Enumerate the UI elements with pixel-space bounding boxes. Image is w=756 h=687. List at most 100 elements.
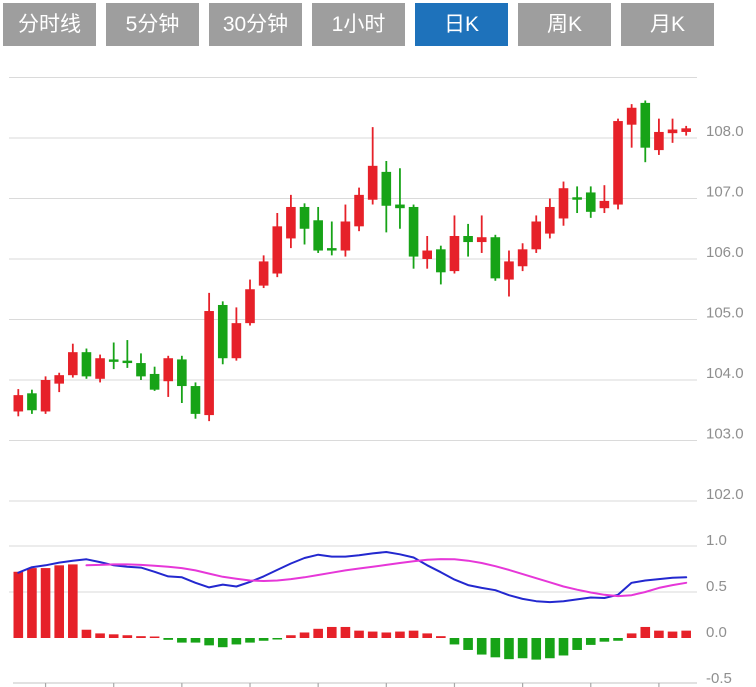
candle-body [163, 358, 174, 382]
timeframe-tabbar: 分时线 5分钟 30分钟 1小时 日K 周K 月K [3, 3, 714, 46]
macd-gridlines [9, 545, 697, 593]
tab-5min[interactable]: 5分钟 [106, 3, 199, 46]
macd-bar [463, 638, 473, 650]
macd-bar [626, 633, 637, 638]
macd-bar [272, 638, 283, 640]
macd-bar [54, 565, 64, 638]
price-tick-label: 104.0 [706, 365, 744, 382]
macd-bar [231, 638, 242, 645]
macd-bar [163, 638, 174, 640]
price-axis-labels: 108.0 107.0 106.0 105.0 104.0 103.0 102.0 [706, 123, 744, 503]
candle-body [95, 358, 105, 379]
candle-body [122, 360, 133, 364]
candle-body [640, 102, 651, 148]
candle-body [326, 248, 337, 251]
candle-body [681, 128, 691, 132]
candle-body [490, 237, 501, 279]
candle-body [599, 200, 610, 209]
candle-body [204, 311, 214, 416]
candle-body [354, 194, 364, 227]
candle-body [68, 352, 78, 376]
macd-bar [422, 633, 432, 638]
candle-body [395, 204, 405, 209]
dif-line [17, 551, 688, 604]
macd-bar [681, 630, 691, 638]
macd-tick-label: 0.5 [706, 578, 727, 595]
candle-body [340, 221, 351, 251]
candle-body [108, 359, 119, 362]
tab-1hour[interactable]: 1小时 [312, 3, 405, 46]
macd-bar [313, 628, 323, 638]
macd-bar [436, 636, 446, 638]
macd-tick-label: 1.0 [706, 532, 727, 549]
macd-bar [654, 630, 664, 638]
candle-body [572, 197, 582, 200]
candle-body [27, 393, 37, 411]
tab-weekly-k[interactable]: 周K [518, 3, 611, 46]
macd-bar [395, 631, 405, 638]
candle-body [422, 250, 432, 259]
candle-body [177, 359, 187, 387]
macd-bar [531, 638, 542, 660]
macd-bar [68, 564, 78, 638]
candle-body [40, 380, 51, 412]
macd-bar [476, 638, 487, 655]
price-gridlines [9, 77, 697, 502]
macd-bar [149, 636, 160, 638]
candle-body [272, 226, 283, 274]
dea-line [85, 558, 688, 598]
candle-body [13, 395, 24, 412]
macd-bar [217, 638, 228, 648]
candle-body [286, 206, 296, 239]
tab-daily-k[interactable]: 日K [415, 3, 508, 46]
macd-bar [27, 568, 37, 638]
candle-body [613, 121, 623, 205]
macd-bar [517, 638, 528, 659]
candle-body [190, 386, 201, 414]
candle-body [81, 352, 92, 377]
macd-bar [326, 626, 337, 638]
macd-bar [599, 638, 610, 642]
price-tick-label: 106.0 [706, 244, 744, 261]
macd-bar [381, 632, 392, 638]
candle-body [667, 129, 678, 134]
price-tick-label: 107.0 [706, 184, 744, 201]
candle-body [531, 221, 542, 250]
macd-bar [177, 638, 187, 643]
macd-bar [13, 571, 24, 638]
candle-body [626, 107, 637, 125]
candle-body [654, 131, 664, 151]
macd-bar [354, 630, 364, 638]
macd-bar [136, 636, 146, 638]
candle-body [299, 206, 310, 229]
candle-body [545, 206, 555, 234]
macd-axis-labels: 1.0 0.5 0.0 -0.5 [706, 532, 732, 687]
candle-body [585, 192, 596, 212]
macd-tick-label: 0.0 [706, 624, 727, 641]
macd-tick-label: -0.5 [706, 670, 732, 687]
tab-monthly-k[interactable]: 月K [621, 3, 714, 46]
macd-bar [122, 635, 133, 638]
price-tick-label: 105.0 [706, 305, 744, 322]
candle-body [504, 261, 514, 280]
macd-bar [613, 638, 623, 641]
macd-bar [449, 638, 460, 645]
macd-bar [299, 632, 310, 638]
candle-body [245, 289, 255, 324]
tab-minute-line[interactable]: 分时线 [3, 3, 96, 46]
candle-body [558, 188, 569, 219]
candle-body [463, 236, 473, 243]
candle-body [136, 363, 146, 377]
macd-bar [286, 635, 296, 638]
macd-bar [585, 638, 596, 645]
price-tick-label: 108.0 [706, 123, 744, 140]
candlesticks [13, 100, 691, 422]
price-tick-label: 103.0 [706, 426, 744, 443]
macd-bar [367, 631, 378, 638]
candle-body [217, 304, 228, 359]
candle-body [367, 165, 378, 200]
macd-bar [204, 638, 214, 646]
candle-body [313, 220, 323, 251]
tab-30min[interactable]: 30分钟 [209, 3, 302, 46]
